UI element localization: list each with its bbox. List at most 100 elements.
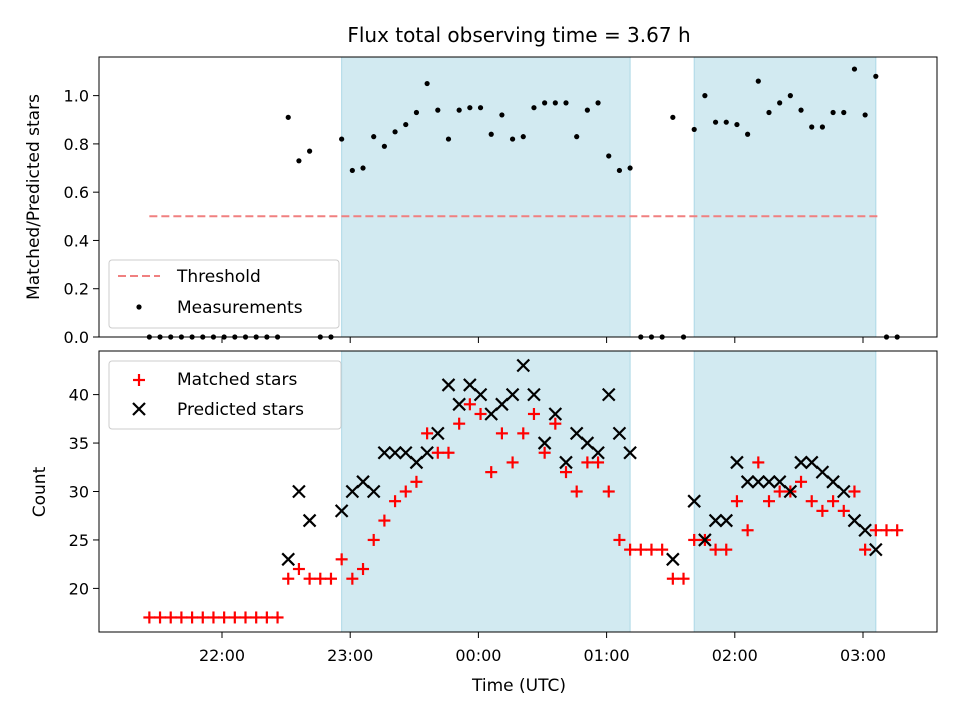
measurement-point <box>445 136 452 142</box>
matched-point <box>367 533 380 546</box>
predicted-point <box>409 455 424 470</box>
predicted-point <box>869 542 883 557</box>
matched-point <box>335 553 348 566</box>
matched-point <box>260 611 273 624</box>
predicted-point <box>687 494 701 508</box>
measurement-point <box>296 158 302 164</box>
measurement-point <box>723 119 729 125</box>
predicted-point <box>388 445 402 460</box>
matched-point <box>709 543 722 556</box>
measurement-point <box>787 93 793 99</box>
measurement-point <box>670 114 676 120</box>
matched-point <box>560 466 573 479</box>
x-tick-label-2: 00:00 <box>455 646 501 665</box>
predicted-point <box>751 475 766 489</box>
predicted-point <box>334 504 349 518</box>
matched-point <box>207 611 220 624</box>
matched-point <box>314 572 327 585</box>
matched-point <box>634 543 647 556</box>
predicted-point <box>601 387 616 402</box>
matched-point <box>196 611 209 624</box>
predicted-point <box>484 407 498 421</box>
y-tick-label-1-0: 20 <box>69 579 89 598</box>
y-tick-label-0-3: 0.6 <box>64 183 89 202</box>
matched-point <box>453 417 466 430</box>
x-tick-label-5: 03:00 <box>840 646 886 665</box>
matched-point <box>517 427 530 440</box>
matched-point <box>357 563 370 576</box>
measurement-point <box>307 148 313 154</box>
measurement-point <box>424 80 430 87</box>
x-tick-label-3: 01:00 <box>584 646 630 665</box>
matched-point <box>762 495 775 508</box>
measurement-point <box>413 109 420 116</box>
top-axes-frame <box>98 56 938 338</box>
chart-title: Flux total observing time = 3.67 h <box>347 23 690 47</box>
predicted-point <box>612 426 627 441</box>
legend-matched-label: Matched stars <box>177 370 297 390</box>
matched-point <box>218 611 231 624</box>
measurement-point <box>798 107 804 113</box>
measurement-point <box>509 136 516 142</box>
bottom-y-axis-label: Count <box>30 466 50 517</box>
matched-point <box>720 543 733 556</box>
y-tick-label-0-4: 0.8 <box>64 135 89 154</box>
matched-point <box>175 611 188 624</box>
measurement-point <box>755 78 761 84</box>
predicted-point <box>698 533 712 547</box>
matched-point <box>485 466 498 479</box>
y-tick-label-0-5: 1.0 <box>64 87 89 106</box>
matched-point <box>581 456 594 469</box>
predicted-point <box>377 445 392 460</box>
predicted-point <box>740 475 755 489</box>
predicted-point <box>495 397 509 412</box>
predicted-point <box>345 484 360 499</box>
matched-point <box>549 417 562 430</box>
matched-point <box>645 543 658 556</box>
legend-measurement-label: Measurements <box>177 298 303 318</box>
predicted-point <box>804 455 819 470</box>
predicted-point <box>292 484 306 499</box>
top-legend: Threshold Measurements <box>108 259 340 329</box>
bottom-y-ticks: 20 25 30 35 40 <box>69 386 99 598</box>
measurement-point <box>595 100 601 106</box>
predicted-point <box>858 523 872 538</box>
matched-point <box>463 398 476 411</box>
predicted-point <box>815 465 830 479</box>
predicted-point <box>783 484 798 499</box>
predicted-point <box>548 407 563 421</box>
matched-point <box>346 572 359 585</box>
matched-point <box>389 495 402 508</box>
predicted-point <box>836 484 851 499</box>
measurement-point <box>584 107 590 113</box>
matched-point <box>143 611 156 624</box>
y-tick-label-0-0: 0.0 <box>64 328 89 347</box>
shaded-region-0-1 <box>693 56 877 338</box>
predicted-point <box>623 445 637 460</box>
matched-point <box>303 572 316 585</box>
measurement-point <box>702 93 708 99</box>
matched-point <box>795 475 808 488</box>
predicted-point <box>730 455 744 470</box>
predicted-point <box>847 513 862 528</box>
measurement-point <box>574 134 580 140</box>
top-shaded-regions <box>341 56 877 338</box>
predicted-point <box>591 445 605 460</box>
predicted-point <box>452 397 466 412</box>
top-panel: 0.0 0.2 0.4 0.6 0.8 1.0 Matched/Predicted sta… <box>24 56 938 347</box>
matched-point <box>495 427 508 440</box>
matched-point <box>239 611 252 624</box>
matched-point <box>752 456 765 469</box>
matched-point <box>773 485 786 498</box>
predicted-point <box>719 513 734 528</box>
matched-point <box>282 572 295 585</box>
measurement-point <box>477 105 484 111</box>
matched-point <box>506 456 519 469</box>
matched-point <box>602 485 615 498</box>
bottom-x-ticks: 22:00 23:00 00:00 01:00 02:00 03:00 <box>199 632 886 665</box>
matched-point <box>848 485 861 498</box>
legend-matched-swatch <box>133 374 145 386</box>
measurement-point <box>809 124 815 130</box>
measurement-point <box>616 167 623 174</box>
measurement-point <box>531 105 537 111</box>
